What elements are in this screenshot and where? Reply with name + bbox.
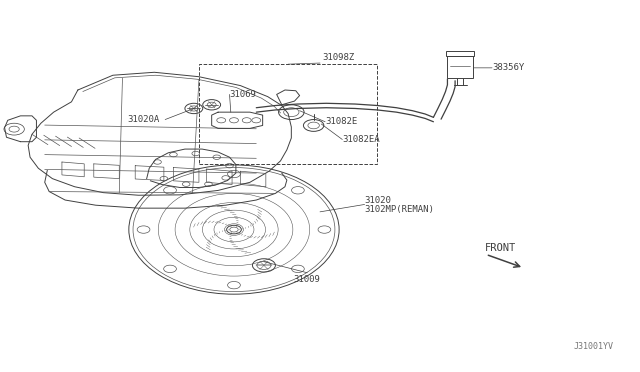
Text: 31009: 31009 xyxy=(294,275,321,283)
Text: 31020A: 31020A xyxy=(127,115,159,124)
Text: J31001YV: J31001YV xyxy=(573,342,613,351)
Text: 38356Y: 38356Y xyxy=(492,63,524,72)
Bar xyxy=(446,51,474,56)
Bar xyxy=(447,56,473,78)
Text: 31082EA: 31082EA xyxy=(342,135,380,144)
Text: 31098Z: 31098Z xyxy=(322,53,354,62)
Text: 31069: 31069 xyxy=(230,90,257,99)
Text: FRONT: FRONT xyxy=(484,243,516,253)
Text: 31082E: 31082E xyxy=(325,117,357,126)
Bar xyxy=(199,64,378,164)
Text: 3102MP(REMAN): 3102MP(REMAN) xyxy=(365,205,435,215)
Text: 31020: 31020 xyxy=(365,196,392,205)
